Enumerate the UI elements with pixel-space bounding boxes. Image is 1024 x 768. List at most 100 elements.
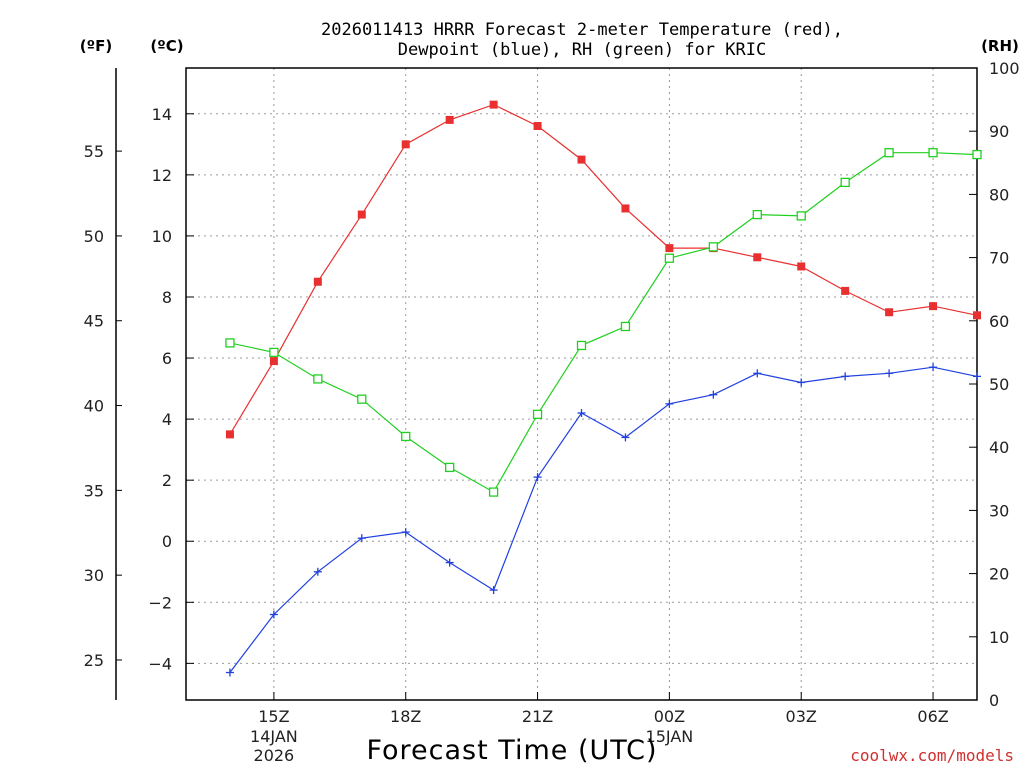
celsius-tick-label: 12 (152, 166, 172, 185)
temperature-point (577, 155, 586, 164)
fahrenheit-tick-label: 40 (84, 397, 104, 416)
rh-point (225, 338, 235, 348)
temperature-point (313, 277, 322, 286)
rh-tick-label: 0 (989, 691, 999, 710)
dewpoint-point (709, 390, 718, 399)
rh-point (972, 149, 982, 160)
dewpoint-point (797, 378, 806, 387)
fahrenheit-tick-label: 45 (84, 312, 104, 331)
rh-line (229, 152, 978, 493)
rh-point (401, 431, 411, 442)
rh-tick-label: 20 (989, 565, 1009, 584)
rh-point (357, 394, 367, 404)
temperature-point (929, 302, 938, 311)
dewpoint-point (885, 369, 894, 378)
rh-point (269, 347, 279, 358)
temperature-point (841, 286, 850, 295)
chart-subtitle: Dewpoint (blue), RH (green) for KRIC (398, 40, 766, 60)
fahrenheit-tick-label: 30 (84, 566, 104, 585)
celsius-tick-label: 8 (162, 288, 172, 307)
rh-point (708, 242, 718, 252)
celsius-tick-label: 10 (152, 227, 172, 246)
temperature-point (797, 262, 806, 271)
rh-point (928, 148, 938, 158)
x-tick-label: 21Z (522, 707, 553, 726)
chart-title: 2026011413 HRRR Forecast 2-meter Tempera… (321, 20, 843, 40)
rh-point (796, 211, 806, 221)
temperature-point (621, 204, 630, 213)
temperature-point (357, 210, 366, 219)
temperature-point (665, 244, 674, 253)
rh-tick-label: 40 (989, 438, 1009, 457)
credit-text: coolwx.com/models (850, 746, 1014, 765)
rh-point (752, 209, 762, 220)
temperature-point (973, 311, 981, 320)
temperature-point (489, 100, 498, 109)
celsius-tick-label: 0 (162, 532, 172, 551)
axes (115, 67, 978, 701)
rh-point (313, 374, 323, 384)
dewpoint-point (313, 567, 322, 576)
x-tick-label: 06Z (917, 707, 948, 726)
celsius-tick-label: 2 (162, 471, 172, 490)
rh-tick-label: 10 (989, 628, 1009, 647)
x-tick-date-label: 14JAN (250, 727, 298, 746)
rh-point (620, 321, 631, 332)
x-tick-label: 00Z (654, 707, 685, 726)
rh-point (840, 177, 850, 188)
rh-unit-label: (RH) (981, 37, 1019, 55)
x-tick-label: 18Z (390, 707, 421, 726)
dewpoint-point (401, 528, 410, 537)
temperature-point (885, 308, 894, 317)
rh-tick-label: 90 (989, 122, 1009, 141)
dewpoint-point (621, 433, 630, 442)
temperature-point (269, 357, 278, 366)
celsius-tick-label: −4 (148, 654, 172, 673)
celsius-unit-label: (ºC) (150, 37, 183, 55)
dewpoint-point (753, 369, 762, 378)
dewpoint-line (229, 366, 978, 673)
dewpoint-point (489, 586, 498, 595)
x-tick-year-label: 2026 (254, 746, 295, 765)
rh-tick-label: 80 (989, 185, 1009, 204)
dewpoint-point (577, 409, 586, 418)
dewpoint-point (225, 668, 234, 677)
fahrenheit-tick-label: 55 (84, 142, 104, 161)
dewpoint-point (841, 372, 850, 381)
celsius-tick-label: 14 (152, 105, 172, 124)
x-tick-label: 03Z (786, 707, 817, 726)
fahrenheit-tick-label: 35 (84, 481, 104, 500)
rh-tick-label: 50 (989, 375, 1009, 394)
dewpoint-point (665, 399, 674, 408)
rh-tick-label: 60 (989, 312, 1009, 331)
rh-tick-label: 30 (989, 501, 1009, 520)
dewpoint-point (929, 363, 938, 372)
rh-point (576, 340, 587, 351)
celsius-tick-label: −2 (148, 593, 172, 612)
temperature-line (229, 103, 978, 435)
temperature-point (225, 430, 234, 439)
fahrenheit-unit-label: (ºF) (80, 37, 112, 55)
series (225, 100, 982, 677)
rh-point (532, 409, 543, 419)
dewpoint-point (445, 558, 454, 567)
x-tick-date-label: 15JAN (646, 727, 694, 746)
rh-point (488, 487, 499, 497)
temperature-point (533, 122, 542, 131)
celsius-tick-label: 6 (162, 349, 172, 368)
rh-point (664, 253, 675, 263)
dewpoint-point (973, 372, 981, 381)
temperature-point (401, 140, 410, 149)
celsius-tick-label: 4 (162, 410, 172, 429)
fahrenheit-tick-label: 25 (84, 651, 104, 670)
x-axis-label: Forecast Time (UTC) (366, 735, 657, 766)
rh-tick-label: 70 (989, 249, 1009, 268)
temperature-point (753, 253, 762, 262)
dewpoint-point (269, 610, 278, 619)
dewpoint-point (533, 473, 542, 482)
rh-point (884, 148, 894, 158)
dewpoint-point (357, 534, 366, 543)
fahrenheit-tick-label: 50 (84, 227, 104, 246)
